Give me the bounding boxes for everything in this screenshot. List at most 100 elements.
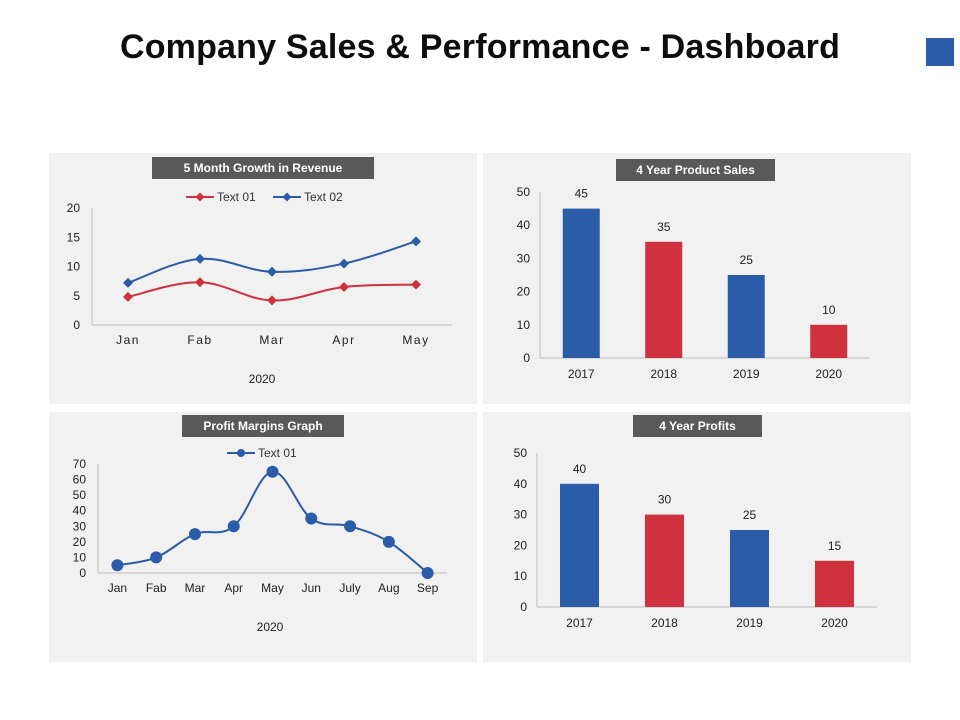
chart-title-badge: 4 Year Product Sales [616, 159, 775, 181]
bar [645, 241, 683, 358]
data-point-marker [267, 295, 277, 306]
bar-value-label: 45 [575, 187, 589, 201]
x-axis-title: 2020 [249, 372, 276, 386]
bar-value-label: 30 [658, 493, 672, 507]
y-tick-label: 20 [67, 201, 81, 215]
x-tick-label: May [402, 333, 429, 347]
bar [815, 560, 854, 607]
y-tick-label: 20 [517, 285, 531, 299]
chart-title-badge: 5 Month Growth in Revenue [152, 157, 374, 179]
data-point-marker [339, 281, 349, 292]
x-tick-label: May [261, 581, 284, 595]
x-tick-label: 2017 [566, 616, 593, 630]
x-tick-label: Sep [417, 581, 439, 595]
y-tick-label: 30 [73, 519, 87, 533]
legend-label: Text 01 [258, 446, 297, 460]
y-tick-label: 10 [67, 260, 81, 274]
x-tick-label: Fab [187, 333, 212, 347]
y-tick-label: 0 [523, 351, 530, 365]
x-tick-label: 2018 [651, 616, 678, 630]
y-tick-label: 30 [517, 251, 531, 265]
x-tick-label: 2020 [815, 367, 842, 381]
revenue-growth-line-chart: 0 5 10 15 20 Jan Fab Mar Apr May Text 01 Text 02 202… [67, 190, 452, 386]
bar-value-label: 10 [822, 303, 836, 317]
y-tick-label: 60 [73, 473, 87, 487]
data-point-marker [111, 559, 124, 572]
bar [727, 275, 765, 358]
bar-value-label: 35 [657, 220, 671, 234]
y-tick-label: 50 [73, 488, 87, 502]
bar-value-label: 40 [573, 462, 587, 476]
y-tick-label: 0 [79, 566, 86, 580]
data-point-marker [344, 520, 357, 533]
chart-title-badge: Profit Margins Graph [182, 415, 344, 437]
y-tick-label: 10 [73, 550, 87, 564]
y-tick-label: 20 [514, 538, 528, 552]
data-point-marker [267, 266, 277, 277]
x-tick-label: July [339, 581, 360, 595]
bar-value-label: 25 [740, 253, 754, 267]
bar-value-label: 25 [743, 508, 757, 522]
y-tick-label: 15 [67, 230, 81, 244]
bar-value-label: 15 [828, 539, 842, 553]
x-tick-label: Apr [224, 581, 243, 595]
y-tick-label: 40 [73, 504, 87, 518]
x-tick-label: Jun [302, 581, 321, 595]
panel-revenue-growth: 5 Month Growth in Revenue 0 5 10 15 20 Jan Fab… [49, 153, 477, 404]
panel-year-profits: 4 Year Profits 0 10 20 30 40 50 2017 40 2018 30 20… [483, 412, 911, 662]
data-point-marker [411, 279, 421, 290]
legend-label: Text 01 [217, 190, 256, 204]
data-point-marker [195, 277, 205, 288]
series-line [117, 470, 429, 574]
y-tick-label: 20 [73, 535, 87, 549]
x-tick-label: Apr [332, 333, 355, 347]
x-tick-label: 2018 [650, 367, 677, 381]
data-point-marker [123, 291, 133, 302]
chart-title-badge: 4 Year Profits [633, 415, 762, 437]
legend-marker [237, 449, 245, 457]
panel-profit-margins: Profit Margins Graph 0 10 20 30 40 50 60 70 Jan F… [49, 412, 477, 662]
data-point-marker [421, 567, 434, 579]
bar [810, 324, 848, 358]
y-tick-label: 50 [517, 185, 531, 199]
y-tick-label: 40 [517, 218, 531, 232]
x-tick-label: 2019 [733, 367, 760, 381]
y-tick-label: 10 [514, 569, 528, 583]
y-tick-label: 0 [73, 318, 80, 332]
legend-marker [195, 192, 205, 202]
data-point-marker [339, 258, 349, 269]
data-point-marker [266, 465, 279, 478]
x-tick-label: Mar [259, 333, 284, 347]
data-point-marker [123, 277, 133, 288]
x-tick-label: Jan [116, 333, 140, 347]
data-point-marker [150, 551, 163, 564]
corner-accent-square [926, 38, 954, 66]
y-tick-label: 50 [514, 446, 528, 460]
y-tick-label: 10 [517, 318, 531, 332]
x-tick-label: 2019 [736, 616, 763, 630]
panel-product-sales: 4 Year Product Sales 0 10 20 30 40 50 2017 45 20… [483, 153, 911, 404]
bar [560, 483, 599, 607]
data-point-marker [411, 236, 421, 247]
x-tick-label: Aug [378, 581, 399, 595]
product-sales-bar-chart: 0 10 20 30 40 50 2017 45 2018 35 2019 25 2020 10 [517, 185, 870, 381]
year-profits-bar-chart: 0 10 20 30 40 50 2017 40 2018 30 2019 25 2020 15 [514, 446, 877, 630]
bar [730, 530, 769, 607]
x-tick-label: Jan [108, 581, 127, 595]
y-tick-label: 0 [520, 600, 527, 614]
bar [645, 514, 684, 607]
x-tick-label: 2017 [568, 367, 595, 381]
y-tick-label: 40 [514, 477, 528, 491]
x-axis-title: 2020 [257, 620, 284, 634]
legend-marker [282, 192, 292, 202]
data-point-marker [227, 520, 240, 533]
y-tick-label: 5 [73, 289, 80, 303]
bar [562, 208, 600, 358]
x-tick-label: Mar [185, 581, 206, 595]
data-point-marker [305, 512, 318, 525]
data-point-marker [382, 535, 395, 548]
data-point-marker [188, 528, 201, 541]
y-tick-label: 30 [514, 508, 528, 522]
x-tick-label: 2020 [821, 616, 848, 630]
